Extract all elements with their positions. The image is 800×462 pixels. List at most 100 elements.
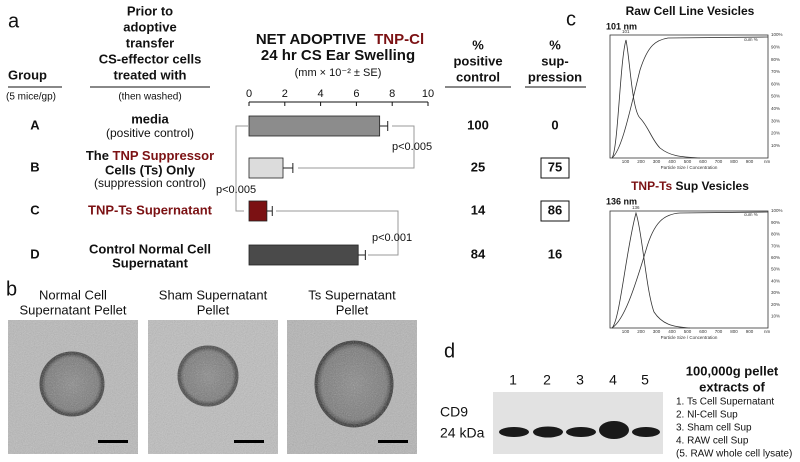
plot-frame bbox=[609, 210, 769, 329]
image-caption: Sham Supernatant bbox=[159, 287, 268, 302]
band bbox=[599, 421, 629, 439]
cumulative-curve bbox=[611, 211, 769, 329]
suppression-value: 16 bbox=[548, 246, 562, 261]
suppression-value: 86 bbox=[548, 202, 562, 217]
lane-label: 1 bbox=[509, 372, 517, 388]
bar bbox=[248, 115, 381, 137]
brackets bbox=[235, 125, 415, 256]
image-caption: Normal Cell bbox=[39, 287, 107, 302]
treatment-part: The bbox=[86, 148, 113, 163]
legend-item: 2. Nl-Cell Sup bbox=[676, 410, 738, 421]
treatment: media bbox=[131, 111, 169, 126]
bar bbox=[248, 200, 268, 222]
axis-label: (mm × 10⁻² ± SE) bbox=[295, 67, 382, 79]
treatment: TNP-Ts Supernatant bbox=[88, 202, 213, 217]
micrograph bbox=[8, 320, 138, 454]
x-tick-label: 700 bbox=[715, 329, 723, 334]
treatment: (positive control) bbox=[106, 126, 194, 140]
x-tick-label: 800 bbox=[730, 159, 738, 164]
bands bbox=[499, 421, 660, 439]
y-tick-label: 60% bbox=[771, 81, 780, 86]
error-bar bbox=[358, 250, 366, 260]
y-tick-label: 10% bbox=[771, 313, 780, 318]
legend-item: 3. Sham cell Sup bbox=[676, 423, 752, 434]
image-caption: Supernatant Pellet bbox=[20, 302, 127, 317]
scale-bar bbox=[98, 440, 128, 443]
error-bar bbox=[379, 121, 389, 131]
x-label: Particle Size / Concentration bbox=[661, 335, 718, 340]
lane-label: 4 bbox=[609, 372, 617, 388]
x-tick-label: 100 bbox=[622, 159, 630, 164]
y-tick-label: 50% bbox=[771, 267, 780, 272]
x-unit: nm bbox=[764, 159, 771, 164]
treatment: Cells (Ts) Only bbox=[105, 162, 196, 177]
x-tick-label: 800 bbox=[730, 329, 738, 334]
lane-label: 5 bbox=[641, 372, 649, 388]
chart-title: NET ADOPTIVE TNP-Cl bbox=[256, 31, 424, 48]
legend-item: 4. RAW cell Sup bbox=[676, 436, 749, 447]
y-tick-label: 80% bbox=[771, 232, 780, 237]
treatment: The TNP Suppressor bbox=[86, 148, 214, 163]
x-tick-label: 500 bbox=[684, 329, 692, 334]
weight-label: 24 kDa bbox=[440, 425, 485, 441]
treatment: Supernatant bbox=[112, 255, 189, 270]
y-tick-label: 70% bbox=[771, 69, 780, 74]
panel-label: d bbox=[444, 340, 455, 362]
column-header: % bbox=[472, 37, 484, 52]
y-tick-label: 80% bbox=[771, 57, 780, 62]
y-tick-label: 60% bbox=[771, 255, 780, 260]
marker-label: CD9 bbox=[440, 404, 468, 420]
image-caption: Ts Supernatant bbox=[308, 287, 396, 302]
y-tick-label: 40% bbox=[771, 278, 780, 283]
y-tick-label: 50% bbox=[771, 94, 780, 99]
column-header: control bbox=[456, 69, 500, 84]
y-tick-label: 100% bbox=[771, 32, 783, 37]
x-tick-label: 4 bbox=[318, 88, 324, 100]
x-tick-label: 300 bbox=[653, 159, 661, 164]
x-tick-label: 900 bbox=[746, 159, 754, 164]
size-curve bbox=[611, 211, 691, 329]
y-tick-label: 10% bbox=[771, 143, 780, 148]
x-tick-label: 100 bbox=[622, 329, 630, 334]
y-tick-label: 20% bbox=[771, 131, 780, 136]
x-tick-label: 2 bbox=[282, 88, 288, 100]
legend-title: 100,000g pellet bbox=[686, 363, 779, 378]
x-tick-label: 6 bbox=[353, 88, 359, 100]
x-tick-label: 500 bbox=[684, 159, 692, 164]
positive-value: 100 bbox=[467, 117, 489, 132]
column-header: Group bbox=[8, 67, 47, 82]
x-tick-label: 200 bbox=[637, 329, 645, 334]
value-box bbox=[540, 200, 570, 222]
peak-tick: 101 bbox=[622, 29, 630, 34]
image-grain bbox=[8, 320, 138, 454]
group-label: C bbox=[30, 202, 40, 217]
band bbox=[566, 427, 596, 437]
title-highlight: TNP-Ts bbox=[631, 179, 672, 193]
x-tick-label: 300 bbox=[653, 329, 661, 334]
micrograph bbox=[148, 320, 278, 454]
column-header: Prior to bbox=[127, 3, 173, 18]
column-sub: (then washed) bbox=[118, 92, 181, 103]
group-label: D bbox=[30, 246, 39, 261]
error-bar bbox=[283, 163, 294, 173]
legend-title: extracts of bbox=[699, 379, 765, 394]
treatment-highlight: TNP Suppressor bbox=[113, 148, 215, 163]
x-tick-label: 600 bbox=[699, 159, 707, 164]
title-text: NET ADOPTIVE bbox=[256, 31, 366, 48]
group-label: B bbox=[30, 159, 39, 174]
band bbox=[499, 427, 529, 437]
image-grain bbox=[148, 320, 278, 454]
y-tick-label: 90% bbox=[771, 44, 780, 49]
x-tick-label: 10 bbox=[422, 88, 434, 100]
band bbox=[533, 426, 563, 438]
y-tick-label: 100% bbox=[771, 208, 783, 213]
y-tick-label: 30% bbox=[771, 290, 780, 295]
x-tick-label: 400 bbox=[668, 159, 676, 164]
column-header: treated with bbox=[114, 67, 187, 82]
x-tick-label: 200 bbox=[637, 159, 645, 164]
bar bbox=[248, 244, 359, 266]
positive-value: 14 bbox=[471, 202, 486, 217]
peak-tick: 136 bbox=[632, 205, 640, 210]
plot-frame bbox=[609, 34, 769, 159]
